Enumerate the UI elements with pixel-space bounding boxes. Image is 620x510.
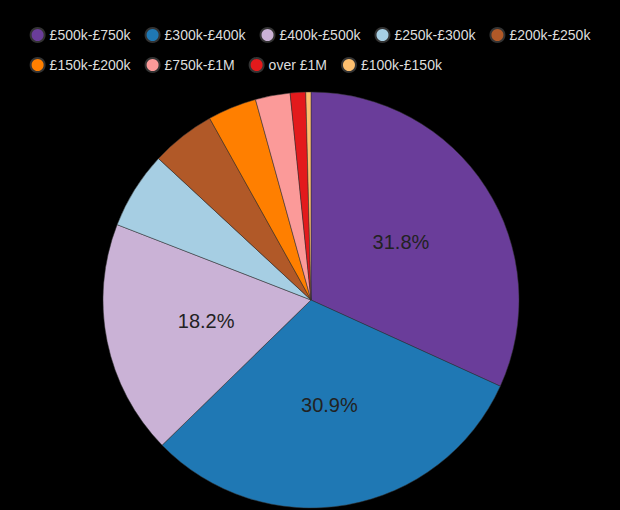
- svg-text:£400k-£500k: £400k-£500k: [280, 27, 362, 43]
- svg-text:£750k-£1M: £750k-£1M: [165, 57, 235, 73]
- svg-text:30.9%: 30.9%: [301, 394, 358, 416]
- svg-text:31.8%: 31.8%: [373, 231, 430, 253]
- svg-text:£300k-£400k: £300k-£400k: [165, 27, 247, 43]
- svg-text:18.2%: 18.2%: [178, 310, 235, 332]
- svg-text:£100k-£150k: £100k-£150k: [361, 57, 443, 73]
- svg-text:£250k-£300k: £250k-£300k: [394, 27, 476, 43]
- svg-text:£500k-£750k: £500k-£750k: [50, 27, 132, 43]
- svg-text:over £1M: over £1M: [269, 57, 327, 73]
- svg-text:£200k-£250k: £200k-£250k: [509, 27, 591, 43]
- svg-text:£150k-£200k: £150k-£200k: [50, 57, 132, 73]
